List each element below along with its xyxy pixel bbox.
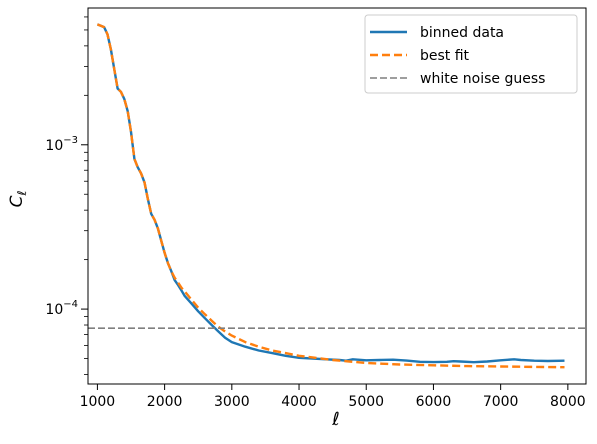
y-axis-label: Cℓ	[7, 191, 29, 208]
x-tick-label: 6000	[416, 394, 452, 410]
x-tick-label: 1000	[80, 394, 116, 410]
legend-label: white noise guess	[420, 71, 545, 87]
y-tick-label: 10−3	[45, 135, 78, 154]
plot-frame	[87, 7, 587, 385]
y-axis: 10−4 10−3	[45, 135, 88, 318]
series-best-fit	[96, 23, 565, 369]
y-minor-ticks	[84, 16, 88, 375]
x-axis-label: ℓ	[331, 409, 339, 430]
legend-box	[364, 14, 578, 94]
legend-label: binned data	[420, 25, 504, 41]
x-tick-label: 4000	[281, 394, 317, 410]
y-axis-label-group: Cℓ	[7, 191, 29, 208]
legend-entries: binned data best fit white noise guess	[370, 25, 545, 87]
legend: binned data best fit white noise guess	[364, 14, 578, 94]
x-tick-label: 5000	[348, 394, 384, 410]
legend-label: best fit	[420, 48, 470, 64]
y-axis-label-main: C	[7, 195, 27, 207]
x-axis: 1000 2000 3000 4000 5000 6000 7000 8000	[80, 384, 586, 410]
x-tick-label: 7000	[483, 394, 519, 410]
x-tick-label: 8000	[550, 394, 586, 410]
y-axis-label-subscript: ℓ	[15, 191, 29, 197]
y-tick-label: 10−4	[45, 299, 78, 318]
x-tick-label: 3000	[214, 394, 250, 410]
plot-lines	[88, 23, 586, 369]
x-tick-label: 2000	[147, 394, 183, 410]
